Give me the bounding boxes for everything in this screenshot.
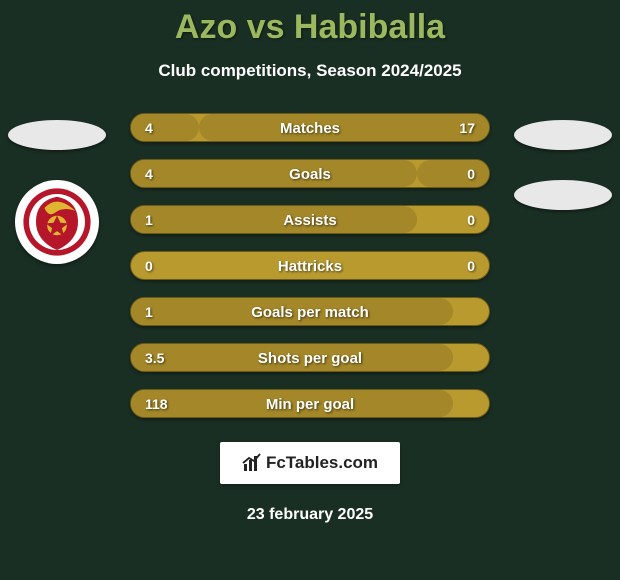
right-player-column (508, 120, 618, 210)
stat-row: 3.5Shots per goal (130, 343, 490, 372)
chart-icon (242, 453, 262, 473)
player-silhouette-right-2 (514, 180, 612, 210)
stat-row: 1Goals per match (130, 297, 490, 326)
brand-box[interactable]: FcTables.com (220, 442, 400, 484)
stat-label: Min per goal (131, 390, 489, 419)
stat-row: 40Goals (130, 159, 490, 188)
club-logo-left (15, 180, 99, 264)
stat-row: 10Assists (130, 205, 490, 234)
stat-label: Matches (131, 114, 489, 143)
shield-icon (22, 187, 92, 257)
stat-label: Goals per match (131, 298, 489, 327)
stat-label: Goals (131, 160, 489, 189)
player-silhouette-right-1 (514, 120, 612, 150)
stat-label: Hattricks (131, 252, 489, 281)
stat-label: Shots per goal (131, 344, 489, 373)
stats-container: 417Matches 40Goals 10Assists 00Hattricks 1Go… (130, 113, 490, 418)
stat-label: Assists (131, 206, 489, 235)
stat-row: 417Matches (130, 113, 490, 142)
player-silhouette-left (8, 120, 106, 150)
brand-label: FcTables.com (242, 453, 378, 473)
left-player-column (2, 120, 112, 264)
date-text: 23 february 2025 (0, 506, 620, 524)
stat-row: 118Min per goal (130, 389, 490, 418)
stat-row: 00Hattricks (130, 251, 490, 280)
page-title: Azo vs Habiballa (0, 0, 620, 47)
subtitle: Club competitions, Season 2024/2025 (0, 61, 620, 81)
